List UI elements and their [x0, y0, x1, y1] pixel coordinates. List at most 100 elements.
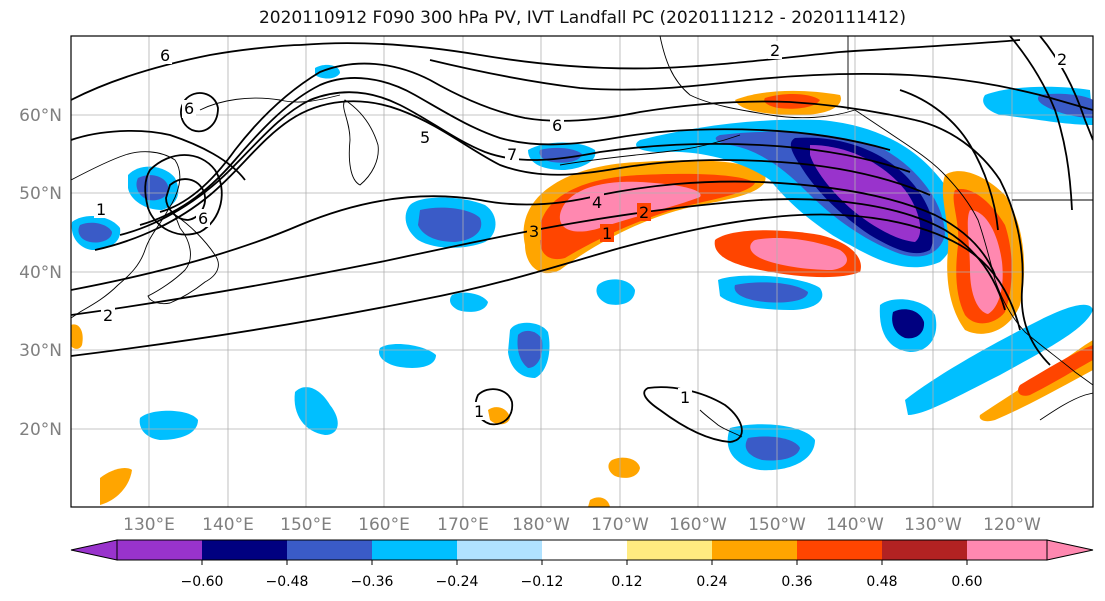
- coast-alaska: [659, 36, 943, 173]
- positive-anomaly-south-core: [750, 238, 847, 270]
- contour-label: 7: [507, 145, 517, 164]
- map-frame: [70, 35, 1094, 508]
- negative-anomaly-east-ring-core: [892, 309, 925, 339]
- map-panel: 6 6 6 5 7 4 3 2 1 2 2: [70, 35, 1094, 508]
- colorbar-tick-label: −0.36: [351, 574, 394, 590]
- colorbar-tick-label: 0.24: [696, 574, 727, 590]
- colorbar-frame: [116, 539, 1048, 561]
- lon-label-120w: 120°W: [983, 515, 1041, 535]
- colorbar-tick-label: −0.60: [181, 574, 224, 590]
- lat-label-40n: 40°N: [19, 263, 62, 283]
- contour-5: [119, 91, 911, 236]
- coast-canada-border: [847, 36, 1093, 201]
- lon-label-170w: 170°W: [591, 515, 649, 535]
- lat-label-60n: 60°N: [19, 106, 62, 126]
- figure-title: 2020110912 F090 300 hPa PV, IVT Landfall…: [258, 8, 906, 28]
- contour-hawaii: [643, 386, 743, 443]
- positive-anomaly-se-band-core: [1018, 345, 1093, 396]
- lat-label-50n: 50°N: [19, 184, 62, 204]
- contour-label: 2: [103, 306, 113, 325]
- contour-label: 1: [96, 200, 106, 219]
- coast-west-na: [941, 171, 1093, 386]
- contour-1: [71, 213, 1021, 357]
- contour-label: 6: [198, 209, 208, 228]
- negative-anomaly-northeast-core: [1037, 93, 1093, 118]
- positive-anomaly-small-5: [588, 497, 610, 507]
- positive-anomaly-small-2: [488, 407, 510, 425]
- contour-4: [94, 100, 931, 251]
- lon-label-130e: 130°E: [123, 515, 175, 535]
- colorbar-tick-label: 0.60: [951, 574, 982, 590]
- coast-okhotsk: [199, 94, 341, 111]
- positive-anomaly-west-coast-core: [967, 210, 1003, 314]
- contour-label: 5: [420, 128, 430, 147]
- contour-east-coast: [1039, 36, 1093, 141]
- contour-3: [71, 180, 996, 291]
- colorbar-tick-label: −0.24: [436, 574, 479, 590]
- contour-label: 3: [529, 222, 539, 241]
- negative-anomaly-south-w2: [294, 387, 338, 435]
- colorbar-tick-label: 0.12: [611, 574, 642, 590]
- negative-anomaly-sw-band: [905, 304, 1093, 415]
- coast-hawaii: [699, 409, 743, 438]
- positive-anomaly-small-4: [100, 467, 132, 505]
- lon-label-160w: 160°W: [669, 515, 727, 535]
- colorbar-segment: [457, 540, 542, 560]
- colorbar-segment: [882, 540, 967, 560]
- lon-label-140e: 140°E: [202, 515, 254, 535]
- colorbar-tick-label: 0.48: [866, 574, 897, 590]
- contour-label: 2: [639, 203, 649, 222]
- contour-label: 6: [552, 116, 562, 135]
- graticule: [71, 36, 1093, 507]
- colorbar-segment: [542, 540, 627, 560]
- colorbar-segment: [202, 540, 287, 560]
- lat-labels: 60°N 50°N 40°N 30°N 20°N: [19, 106, 62, 440]
- colorbar-segment: [372, 540, 457, 560]
- negative-anomaly-mid-1-core: [517, 330, 543, 368]
- lon-label-160e: 160°E: [358, 515, 410, 535]
- lon-label-180w: 180°W: [512, 515, 570, 535]
- colorbar-segment: [627, 540, 712, 560]
- contour-ridge-north-2: [429, 59, 1093, 111]
- pv-contours: [71, 36, 1093, 443]
- negative-anomaly-japan-west-core: [78, 222, 112, 243]
- lat-label-30n: 30°N: [19, 341, 62, 361]
- contour-label: 4: [592, 193, 602, 212]
- contour-trough-east: [914, 119, 1051, 366]
- contour-northwest: [71, 44, 301, 101]
- negative-anomaly-south-w1: [139, 410, 198, 440]
- contour-6: [139, 77, 891, 226]
- lat-label-20n: 20°N: [19, 420, 62, 440]
- coast-mexico: [1039, 392, 1093, 421]
- contour-ridge-north-3: [899, 89, 999, 231]
- colorbar-tick-label: −0.48: [266, 574, 309, 590]
- map-background: [71, 36, 1093, 507]
- positive-anomaly-small-3: [71, 324, 83, 349]
- negative-anomaly-south-w4: [450, 292, 488, 312]
- colorbar: −0.60 −0.48 −0.36 −0.24 −0.12 0.12 0.24 …: [70, 539, 1094, 590]
- negative-anomaly-west-1-core: [418, 207, 482, 242]
- contour-okhotsk-loop: [180, 92, 219, 133]
- negative-anomaly-mid-3-core: [734, 282, 808, 303]
- contour-label: 6: [160, 46, 170, 65]
- lon-label-130w: 130°W: [904, 515, 962, 535]
- lon-label-150e: 150°E: [280, 515, 332, 535]
- colorbar-extend-left: [70, 539, 118, 561]
- coast-aleutians: [559, 134, 741, 166]
- colorbar-tick-label: 0.36: [781, 574, 812, 590]
- colorbar-segment: [967, 540, 1047, 560]
- contour-label: 2: [770, 41, 780, 60]
- colorbar-tick-marks: [201, 560, 968, 565]
- lon-label-140w: 140°W: [826, 515, 884, 535]
- coast-kamchatka: [343, 99, 379, 186]
- contour-closed-asia: [144, 154, 223, 236]
- contour-label: 6: [184, 99, 194, 118]
- positive-anomaly-small-1: [608, 457, 640, 478]
- colorbar-extend-right: [1046, 539, 1094, 561]
- contour-label-group: 6 6 6 5 7 4 3 2 1 2 2: [94, 41, 1069, 421]
- contour-east-2: [1009, 36, 1073, 211]
- colorbar-segment: [712, 540, 797, 560]
- lon-label-150w: 150°W: [748, 515, 806, 535]
- contour-label: 2: [1057, 50, 1067, 69]
